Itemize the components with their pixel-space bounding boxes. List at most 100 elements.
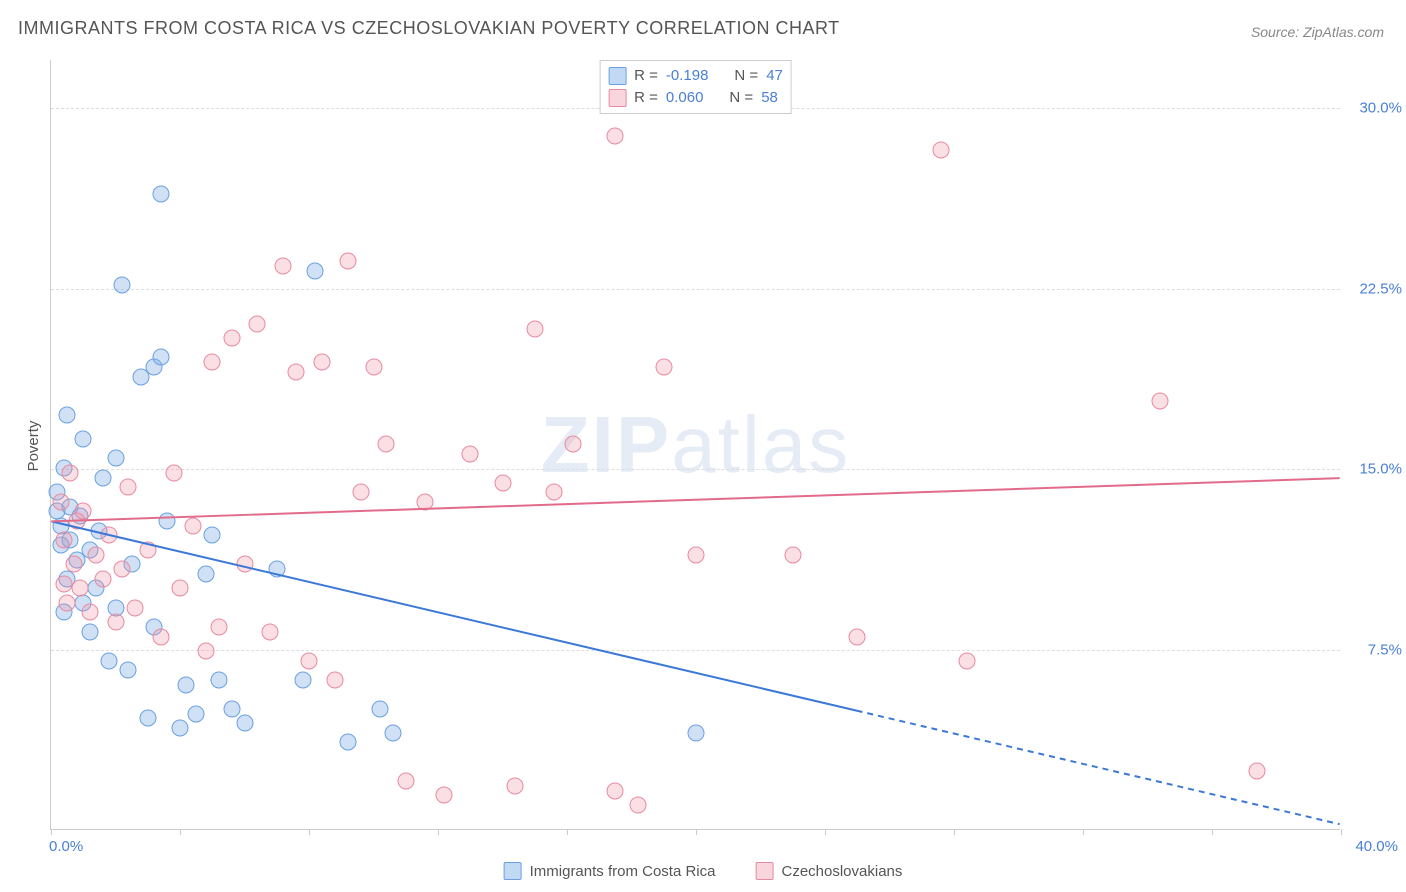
x-tick-mark (309, 829, 310, 835)
scatter-point (120, 479, 137, 496)
scatter-point (65, 556, 82, 573)
scatter-point (339, 253, 356, 270)
x-tick-mark (1341, 829, 1342, 835)
grid-line (51, 469, 1340, 470)
scatter-point (494, 474, 511, 491)
scatter-point (94, 469, 111, 486)
scatter-point (107, 614, 124, 631)
x-tick-mark (696, 829, 697, 835)
scatter-point (75, 503, 92, 520)
scatter-point (165, 464, 182, 481)
scatter-point (107, 450, 124, 467)
scatter-point (275, 257, 292, 274)
scatter-point (607, 128, 624, 145)
scatter-point (629, 796, 646, 813)
scatter-point (268, 561, 285, 578)
y-tick-label: 15.0% (1359, 461, 1402, 478)
y-tick-label: 7.5% (1368, 641, 1402, 658)
scatter-point (655, 359, 672, 376)
scatter-point (546, 484, 563, 501)
n-label: N = (729, 87, 753, 109)
scatter-point (307, 262, 324, 279)
scatter-point (152, 628, 169, 645)
scatter-point (526, 320, 543, 337)
trend-line-dashed (857, 711, 1340, 825)
scatter-point (172, 719, 189, 736)
x-tick-mark (825, 829, 826, 835)
scatter-point (178, 676, 195, 693)
scatter-point (113, 561, 130, 578)
scatter-point (152, 185, 169, 202)
r-value-pink: 0.060 (666, 87, 704, 109)
scatter-point (94, 570, 111, 587)
scatter-point (417, 493, 434, 510)
scatter-point (249, 315, 266, 332)
scatter-point (210, 671, 227, 688)
scatter-point (236, 715, 253, 732)
scatter-point (236, 556, 253, 573)
scatter-point (75, 431, 92, 448)
scatter-point (159, 513, 176, 530)
scatter-point (139, 541, 156, 558)
scatter-point (262, 623, 279, 640)
scatter-point (294, 671, 311, 688)
x-tick-mark (51, 829, 52, 835)
scatter-point (197, 642, 214, 659)
scatter-point (204, 354, 221, 371)
watermark-rest: atlas (671, 400, 850, 489)
scatter-point (397, 772, 414, 789)
stats-row-pink: R = 0.060 N = 58 (608, 87, 783, 109)
scatter-point (436, 787, 453, 804)
x-tick-min: 0.0% (49, 838, 83, 855)
scatter-point (784, 546, 801, 563)
source-label: Source: ZipAtlas.com (1251, 24, 1384, 40)
x-tick-max: 40.0% (1355, 838, 1398, 855)
scatter-point (301, 652, 318, 669)
scatter-point (55, 575, 72, 592)
x-tick-mark (180, 829, 181, 835)
legend-label-blue: Immigrants from Costa Rica (530, 863, 716, 880)
scatter-point (933, 142, 950, 159)
stats-legend: R = -0.198 N = 47 R = 0.060 N = 58 (599, 60, 792, 114)
swatch-pink-icon (608, 89, 626, 107)
scatter-point (210, 618, 227, 635)
scatter-point (688, 724, 705, 741)
swatch-blue-icon (608, 67, 626, 85)
scatter-point (352, 484, 369, 501)
y-tick-label: 30.0% (1359, 100, 1402, 117)
scatter-point (565, 436, 582, 453)
scatter-point (688, 546, 705, 563)
scatter-point (88, 546, 105, 563)
scatter-point (59, 594, 76, 611)
x-tick-mark (954, 829, 955, 835)
watermark-text: ZIPatlas (541, 399, 850, 491)
scatter-point (81, 623, 98, 640)
scatter-point (313, 354, 330, 371)
scatter-point (152, 349, 169, 366)
r-label: R = (634, 87, 658, 109)
n-label: N = (734, 65, 758, 87)
chart-title: IMMIGRANTS FROM COSTA RICA VS CZECHOSLOV… (18, 18, 840, 39)
trend-line-solid (51, 521, 856, 710)
scatter-point (113, 277, 130, 294)
scatter-point (958, 652, 975, 669)
scatter-point (607, 782, 624, 799)
r-value-blue: -0.198 (666, 65, 709, 87)
scatter-point (1152, 392, 1169, 409)
legend-item-pink: Czechoslovakians (755, 862, 902, 880)
legend-item-blue: Immigrants from Costa Rica (504, 862, 716, 880)
scatter-point (188, 705, 205, 722)
scatter-point (371, 700, 388, 717)
scatter-point (52, 493, 69, 510)
n-value-blue: 47 (766, 65, 783, 87)
scatter-point (204, 527, 221, 544)
bottom-legend: Immigrants from Costa Rica Czechoslovaki… (504, 862, 903, 880)
grid-line (51, 289, 1340, 290)
scatter-point (288, 363, 305, 380)
x-tick-mark (438, 829, 439, 835)
scatter-point (339, 734, 356, 751)
chart-plot-area: ZIPatlas R = -0.198 N = 47 R = 0.060 N =… (50, 60, 1340, 830)
scatter-point (59, 407, 76, 424)
scatter-point (197, 565, 214, 582)
scatter-point (55, 532, 72, 549)
